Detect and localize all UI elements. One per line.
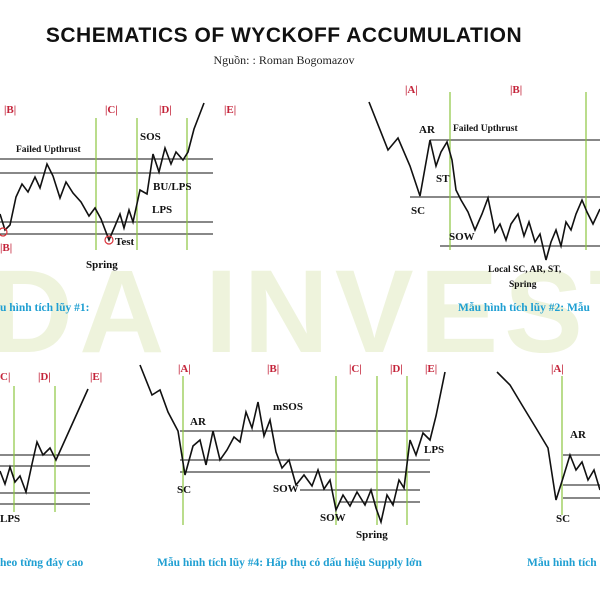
schematic-4: |A| |B| |C| |D| |E| AR mSOS SC SOW SOW L… <box>139 363 446 569</box>
watermark-text: DA INVEST <box>0 246 600 378</box>
schematic-2: |A| |B| AR Failed Upthrust ST SC SOW Loc… <box>368 84 600 314</box>
sc-label: SC <box>411 205 425 217</box>
phase-label-e: |E| <box>90 371 102 383</box>
ar-label: AR <box>419 124 436 136</box>
phase-label-b: |B| <box>4 104 16 116</box>
schematic-3: C| |D| |E| LPS heo từng đáy cao <box>0 371 102 569</box>
schematic-4-caption: Mẫu hình tích lũy #4: Hấp thụ có dấu hiệ… <box>157 556 422 569</box>
lps-label: LPS <box>0 513 20 525</box>
local-spring-label: Spring <box>509 280 537 290</box>
sow-label-1: SOW <box>273 483 299 495</box>
lps-label: LPS <box>424 444 444 456</box>
ar-label: AR <box>570 429 587 441</box>
spring-marker <box>0 227 8 237</box>
phase-label-d: |D| <box>159 104 172 116</box>
phase-label-d: |D| <box>38 371 51 383</box>
phase-label-c: C| <box>0 371 10 383</box>
price-path <box>139 364 446 525</box>
sc-label: SC <box>177 484 191 496</box>
st-label: ST <box>436 173 450 185</box>
sow-label-2: SOW <box>320 512 346 524</box>
test-marker <box>104 235 114 245</box>
msos-label: mSOS <box>273 401 303 413</box>
bu-lps-label: BU/LPS <box>153 181 192 193</box>
ar-label: AR <box>190 416 207 428</box>
phase-label-b: |B| <box>267 363 279 375</box>
lps-label: LPS <box>152 204 172 216</box>
phase-label-e: |E| <box>425 363 437 375</box>
failed-upthrust-label: Failed Upthrust <box>453 124 518 134</box>
test-label: Test <box>115 236 134 248</box>
phase-label-a: |A| <box>551 363 564 375</box>
schematic-1: |B| |C| |D| |E| |B| Failed Upthrust SOS … <box>0 102 236 314</box>
source-credit: Nguồn: : Roman Bogomazov <box>214 53 355 67</box>
sos-label: SOS <box>140 131 161 143</box>
price-path <box>496 371 600 501</box>
local-events-label: Local SC, AR, ST, <box>488 265 562 275</box>
price-path <box>368 101 600 261</box>
spring-label: Spring <box>86 259 118 271</box>
schematic-1-caption: u hình tích lũy #1: <box>0 302 89 314</box>
phase-label-c: |C| <box>349 363 362 375</box>
phase-label-a: |A| <box>405 84 418 96</box>
sow-label: SOW <box>449 231 475 243</box>
phase-label-c: |C| <box>105 104 118 116</box>
schematic-3-caption: heo từng đáy cao <box>0 557 84 569</box>
schematic-5-caption: Mẫu hình tích <box>527 556 597 569</box>
figure-title: SCHEMATICS OF WYCKOFF ACCUMULATION <box>46 24 522 47</box>
failed-upthrust-label: Failed Upthrust <box>16 145 81 155</box>
sc-label: SC <box>556 513 570 525</box>
schematic-5: |A| AR SC Mẫu hình tích <box>496 363 600 569</box>
phase-label-b-bottom: |B| <box>0 242 12 254</box>
phase-label-a: |A| <box>178 363 191 375</box>
schematic-2-caption: Mẫu hình tích lũy #2: Mẫu <box>458 301 591 314</box>
spring-label: Spring <box>356 529 388 541</box>
price-path <box>0 388 89 495</box>
phase-label-d: |D| <box>390 363 403 375</box>
phase-label-e: |E| <box>224 104 236 116</box>
phase-label-b: |B| <box>510 84 522 96</box>
price-path <box>0 102 205 243</box>
